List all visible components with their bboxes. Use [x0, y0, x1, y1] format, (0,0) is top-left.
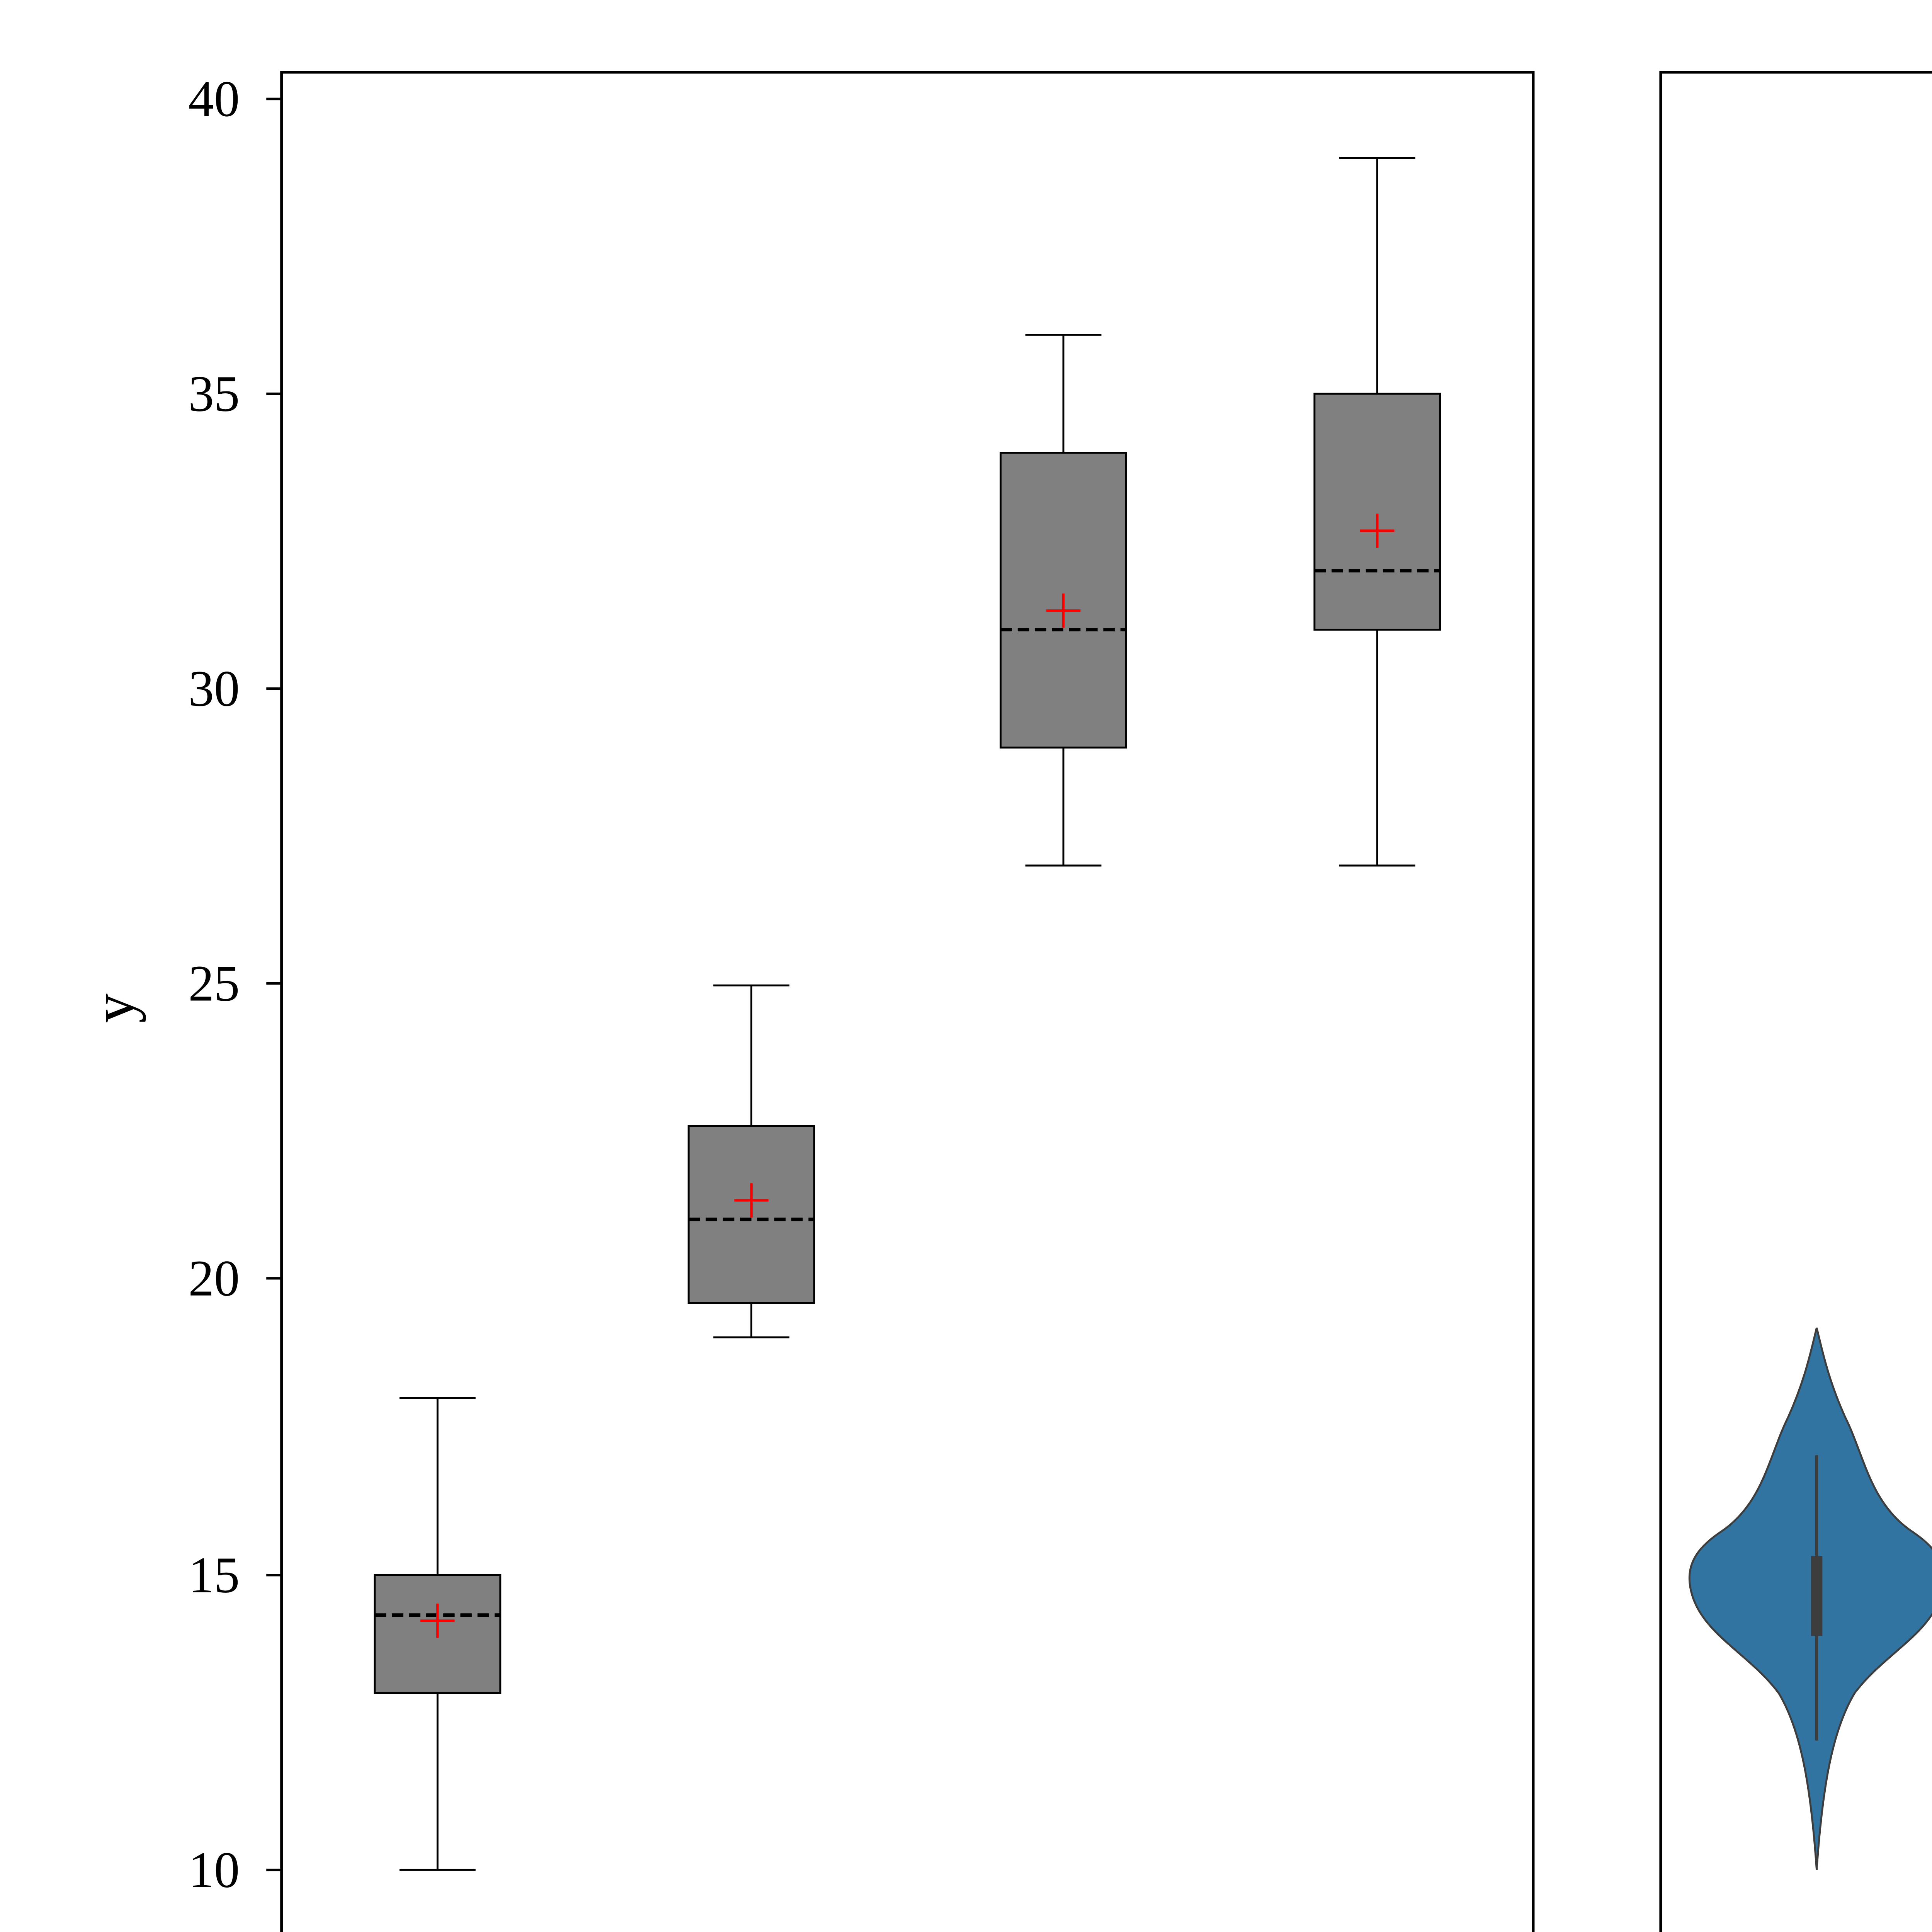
boxplot-axes: 40 35 30 25 20 15 10 y 1 2 3 4 x [81, 70, 1535, 1932]
y-tick-label: 20 [188, 1250, 240, 1307]
y-tick-label: 10 [188, 1842, 240, 1898]
mean-marker [420, 1604, 455, 1638]
violin-1 [1688, 1327, 1932, 1870]
y-tick-label: 15 [188, 1547, 240, 1604]
mean-marker [1360, 514, 1395, 548]
box-4 [1313, 157, 1441, 867]
boxplot-frame [280, 71, 1535, 1932]
mean-marker [1046, 594, 1081, 628]
y-tick-label: 35 [188, 365, 240, 422]
y-axis [266, 97, 282, 1871]
y-tick-label: 30 [188, 660, 240, 717]
violin-axes: 1 2 3 4 x [1659, 71, 1932, 1932]
y-tick-labels: 40 35 30 25 20 15 10 [188, 70, 240, 1898]
y-tick-label: 25 [188, 955, 240, 1012]
box-3 [1000, 334, 1127, 867]
box-1 [374, 1397, 502, 1871]
violin-frame [1659, 71, 1932, 1932]
box-2 [687, 984, 815, 1338]
y-axis-label: y [81, 993, 146, 1023]
mean-marker [734, 1183, 769, 1218]
y-tick-label: 40 [188, 70, 240, 127]
